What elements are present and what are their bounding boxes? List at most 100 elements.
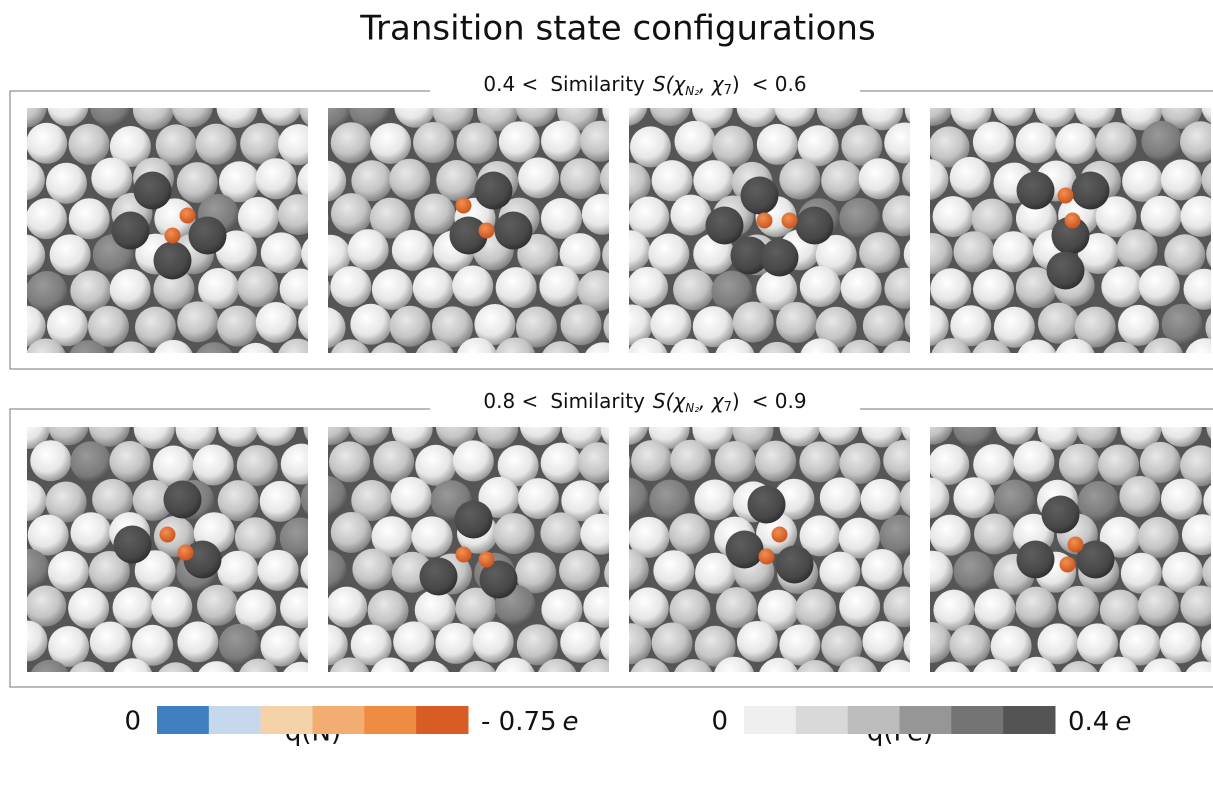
fe-atom (883, 440, 924, 481)
fe-atom (392, 230, 433, 271)
fe-atom (352, 549, 393, 590)
fe-atom (389, 159, 430, 200)
formula-sub: N₂ (685, 401, 699, 415)
fe-atom (1075, 87, 1116, 128)
fe-atom (908, 477, 949, 518)
fe-atom (329, 441, 370, 482)
fe-atom (134, 408, 175, 449)
colorbar-min: 0 (711, 707, 728, 737)
fe-atom (1055, 339, 1096, 380)
fe-atom (580, 121, 621, 162)
fe-atom (496, 267, 537, 308)
fe-atom (954, 231, 995, 272)
fe-atom-charged (761, 239, 799, 277)
fe-atom (800, 338, 841, 379)
fe-atom (0, 343, 27, 384)
fe-atom (256, 405, 297, 446)
fe-atom (436, 160, 477, 201)
fe-atom (795, 589, 836, 630)
fe-atom (882, 372, 923, 413)
fe-atom (0, 196, 28, 237)
fe-atom (281, 444, 322, 485)
fe-atom (932, 661, 973, 702)
fe-atom (1038, 303, 1079, 344)
fe-atom (194, 342, 235, 383)
fe-atom (348, 229, 389, 270)
fe-atom (198, 371, 239, 412)
n-atom (456, 547, 472, 563)
fe-atom (627, 267, 668, 308)
fe-atom (582, 194, 623, 235)
colorbar-swatch (900, 706, 952, 734)
fe-atom (1141, 121, 1182, 162)
n-atom (165, 228, 181, 244)
fe-atom (68, 588, 109, 629)
fe-atom (196, 124, 237, 165)
fe-atom (6, 480, 47, 521)
fe-atom (908, 305, 949, 346)
fe-atom (628, 587, 669, 628)
fe-atom (89, 406, 130, 447)
figure: Transition state configurations 0.4 <Sim… (0, 0, 1213, 791)
n-atom (1065, 213, 1081, 229)
fe-atom (757, 342, 798, 383)
fe-atom (133, 89, 174, 130)
fe-atom (280, 587, 321, 628)
fe-atom (799, 441, 840, 482)
fe-atom (68, 340, 109, 381)
fe-atom (560, 158, 601, 199)
fe-atom-charged (114, 526, 152, 564)
fe-atom (111, 341, 152, 382)
fe-atom (48, 404, 89, 445)
fe-atom (258, 550, 299, 591)
fe-atom (673, 269, 714, 310)
fe-atom (881, 341, 922, 382)
fe-atom (737, 621, 778, 662)
fe-atom (391, 477, 432, 518)
similarity-label: Similarity (550, 72, 645, 96)
fe-atom (1076, 407, 1117, 448)
fe-atom (70, 441, 111, 482)
fe-atom (891, 53, 932, 94)
fe-atom (331, 122, 372, 163)
fe-atom (911, 622, 952, 663)
colorbar-swatch (416, 706, 468, 734)
atom-image (868, 49, 1213, 383)
fe-atom (453, 440, 494, 481)
fe-atom (841, 268, 882, 309)
fe-atom-charged (1072, 172, 1110, 210)
fe-atom (819, 552, 860, 593)
fe-atom (694, 479, 735, 520)
fe-atom (1017, 339, 1058, 380)
fe-atom-charged (776, 546, 814, 584)
fe-atom (0, 368, 29, 409)
fe-atom (368, 342, 409, 383)
n-atom (160, 527, 176, 543)
fe-atom (540, 341, 581, 382)
fe-atom (30, 440, 71, 481)
n-atom (759, 549, 775, 565)
fe-atom (67, 370, 108, 411)
fe-atom (281, 662, 322, 703)
fe-atom (238, 659, 279, 700)
fe-atom (112, 52, 153, 93)
fe-atom (776, 302, 817, 343)
fe-atom (541, 443, 582, 484)
n-atom (1068, 537, 1084, 553)
fe-atom (912, 404, 953, 445)
fe-atom (669, 339, 710, 380)
fe-atom (393, 621, 434, 662)
fe-atom-charged (164, 481, 202, 519)
fe-atom (9, 549, 50, 590)
fe-atom (261, 232, 302, 273)
fe-atom (1180, 52, 1213, 93)
atom-image (0, 368, 365, 704)
fe-atom (1059, 368, 1100, 409)
fe-atom (714, 339, 755, 380)
fe-atom (6, 621, 47, 662)
fe-atom (278, 194, 319, 235)
formula-sub: N₂ (685, 84, 699, 98)
formula: S(χ (653, 72, 686, 96)
fe-atom (256, 158, 297, 199)
fe-atom-charged (475, 172, 513, 210)
